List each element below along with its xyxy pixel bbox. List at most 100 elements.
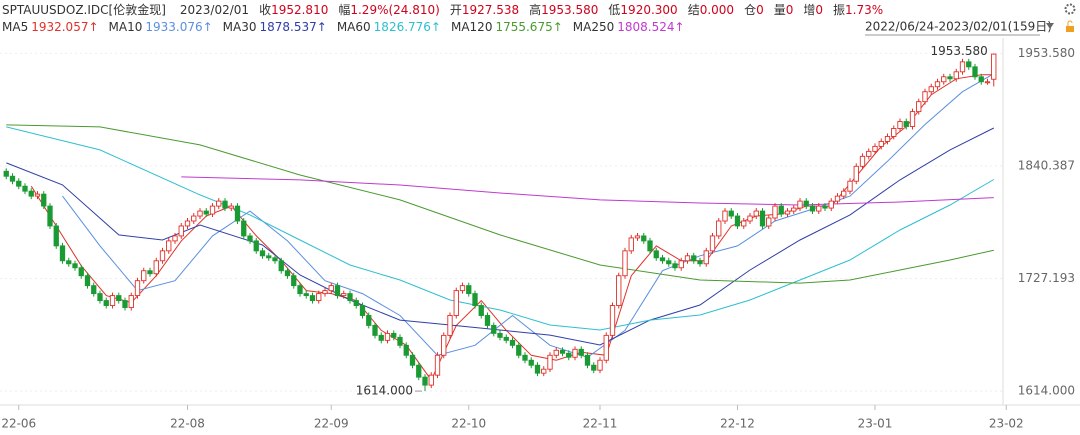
candle-body bbox=[184, 220, 191, 227]
candle-body bbox=[153, 260, 159, 275]
candle-body bbox=[303, 293, 309, 297]
x-tick-label: 23-01 bbox=[858, 417, 893, 431]
candle-body bbox=[384, 332, 391, 341]
candle-body bbox=[566, 352, 572, 358]
candle-body bbox=[278, 260, 284, 272]
candle-body bbox=[453, 290, 459, 316]
settings-icon[interactable] bbox=[1064, 3, 1076, 15]
candle-body bbox=[691, 255, 697, 262]
candle-body bbox=[434, 354, 441, 376]
candle-body bbox=[734, 215, 741, 227]
candle-body bbox=[297, 285, 303, 295]
candle-body bbox=[841, 190, 847, 197]
candle-body bbox=[816, 205, 822, 212]
candle-body bbox=[166, 240, 172, 252]
candle-body bbox=[553, 349, 559, 356]
candle-body bbox=[728, 210, 734, 217]
candle-body bbox=[978, 76, 984, 83]
candle-body bbox=[847, 180, 853, 192]
candle-body bbox=[634, 235, 641, 239]
candle-body bbox=[966, 61, 972, 68]
candle-body bbox=[122, 300, 128, 308]
date-range[interactable]: 2022/06/24-2023/02/01(159日) bbox=[865, 20, 1052, 34]
candle-body bbox=[959, 61, 966, 73]
candle-body bbox=[591, 364, 597, 371]
symbol: SPTAUUSDOZ.IDC[伦敦金现] bbox=[2, 2, 166, 17]
candle-body bbox=[859, 155, 866, 167]
candle-body bbox=[409, 354, 416, 366]
candle-body bbox=[428, 374, 434, 386]
ma-line bbox=[30, 74, 994, 382]
candle-body bbox=[897, 121, 903, 129]
candle-body bbox=[878, 140, 884, 147]
candle-body bbox=[916, 101, 922, 113]
candle-body bbox=[9, 175, 16, 182]
candle-body bbox=[722, 210, 728, 222]
x-tick-label: 22-12 bbox=[720, 417, 755, 431]
candle-body bbox=[559, 349, 566, 354]
candle-body bbox=[578, 348, 584, 356]
candle-body bbox=[53, 225, 59, 247]
field-value: 1.29%(24.810) bbox=[350, 3, 439, 17]
candle-body bbox=[328, 285, 334, 292]
candle-body bbox=[484, 315, 491, 326]
candle-body bbox=[366, 315, 372, 326]
candle-body bbox=[541, 368, 547, 374]
candle-body bbox=[234, 205, 241, 222]
ma-line bbox=[6, 124, 994, 284]
candle-body bbox=[497, 332, 503, 338]
lock-shackle bbox=[1067, 20, 1073, 26]
field-label: 增 bbox=[803, 3, 815, 17]
candle-body bbox=[441, 334, 447, 356]
candle-body bbox=[59, 245, 66, 262]
candle-body bbox=[128, 295, 134, 308]
candle-body bbox=[609, 305, 616, 336]
ma-line bbox=[6, 126, 995, 331]
field-value: 1953.580 bbox=[541, 3, 598, 17]
candle-body bbox=[466, 285, 472, 295]
candle-body bbox=[241, 220, 247, 237]
candle-body bbox=[934, 81, 941, 88]
candle-body bbox=[603, 334, 609, 361]
legend-value: 1878.537↑ bbox=[260, 20, 327, 34]
candle-body bbox=[672, 263, 678, 269]
candle-body bbox=[3, 170, 9, 177]
candle-body bbox=[909, 111, 916, 127]
candle-body bbox=[572, 348, 578, 358]
range-dropdown[interactable] bbox=[1046, 23, 1054, 29]
candle-body bbox=[628, 237, 634, 252]
candle-body bbox=[78, 267, 84, 277]
y-tick-label: 1953.580 bbox=[1018, 46, 1075, 60]
candle-body bbox=[547, 354, 553, 370]
candle-body bbox=[741, 220, 747, 227]
candle-body bbox=[953, 71, 959, 80]
candle-body bbox=[309, 295, 316, 302]
candle-body bbox=[28, 190, 34, 197]
lock-icon[interactable] bbox=[1066, 26, 1074, 32]
field-value: 1.73% bbox=[845, 3, 883, 17]
candle-body bbox=[341, 293, 347, 297]
candle-body bbox=[459, 285, 466, 292]
field-label: 幅 bbox=[338, 2, 350, 17]
field-value: 0 bbox=[815, 3, 823, 17]
candle-body bbox=[222, 200, 228, 209]
candle-body bbox=[216, 200, 222, 207]
legend-value: 1755.675↑ bbox=[495, 20, 562, 34]
candle-body bbox=[984, 81, 991, 84]
field-label: 仓 bbox=[744, 3, 756, 17]
candle-body bbox=[659, 257, 666, 262]
candle-body bbox=[922, 91, 928, 103]
date: 2023/02/01 bbox=[180, 3, 249, 17]
field-label: 振 bbox=[833, 3, 845, 17]
candle-body bbox=[509, 339, 516, 346]
candle-body bbox=[678, 260, 684, 269]
candle-body bbox=[747, 215, 753, 222]
legend-name: MA120 bbox=[451, 20, 492, 34]
x-tick-label: 22-08 bbox=[170, 417, 205, 431]
field-value: 0 bbox=[786, 3, 794, 17]
candle-body bbox=[322, 290, 328, 295]
candle-body bbox=[528, 359, 534, 366]
candle-body bbox=[684, 255, 691, 262]
candle-body bbox=[191, 215, 197, 222]
candle-body bbox=[391, 332, 397, 338]
